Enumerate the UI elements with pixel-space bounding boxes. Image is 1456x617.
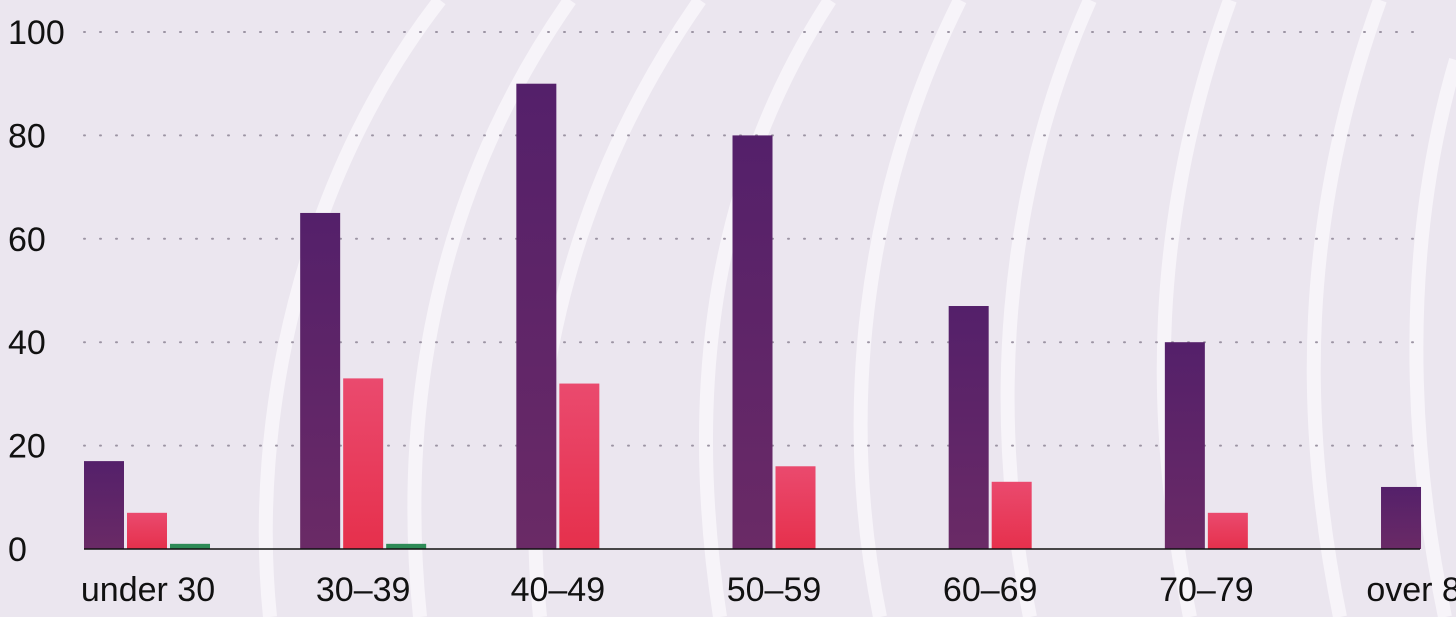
y-tick-label: 40 (8, 324, 46, 362)
y-tick-label: 20 (8, 428, 46, 466)
bar-2-1 (343, 378, 384, 549)
x-tick-label: 50–59 (727, 571, 822, 609)
bar-3-1 (386, 543, 427, 549)
bar-3-0 (170, 543, 210, 549)
x-tick-label: over 80 (1366, 571, 1456, 609)
bar-1-3 (732, 135, 773, 549)
bar-1-6 (1381, 486, 1422, 549)
bar-1-1 (300, 212, 341, 549)
bar-1-2 (516, 83, 557, 549)
bar-1-5 (1164, 342, 1205, 549)
bar-2-4 (991, 481, 1032, 549)
y-axis-ticks: 0 20 40 60 80 100 (8, 14, 65, 569)
x-tick-label: 60–69 (943, 571, 1038, 609)
bar-1-0 (84, 461, 124, 549)
x-tick-label: 70–79 (1159, 571, 1254, 609)
bar-2-2 (559, 383, 600, 549)
bar-2-3 (775, 466, 816, 549)
bar-1-4 (948, 306, 989, 549)
y-tick-label: 80 (8, 117, 46, 155)
x-axis-labels: under 30 30–39 40–49 50–59 60–69 70–79 over 80 (81, 571, 1456, 609)
background-arcs (258, 0, 1456, 617)
y-tick-label: 60 (8, 221, 46, 259)
x-tick-label: 40–49 (511, 571, 606, 609)
x-tick-label: 30–39 (316, 571, 411, 609)
bars (84, 83, 1422, 549)
x-tick-label: under 30 (81, 571, 215, 609)
bar-2-0 (127, 512, 167, 549)
bar-2-5 (1207, 512, 1248, 549)
y-tick-label: 100 (8, 14, 65, 52)
y-tick-label: 0 (8, 531, 27, 569)
